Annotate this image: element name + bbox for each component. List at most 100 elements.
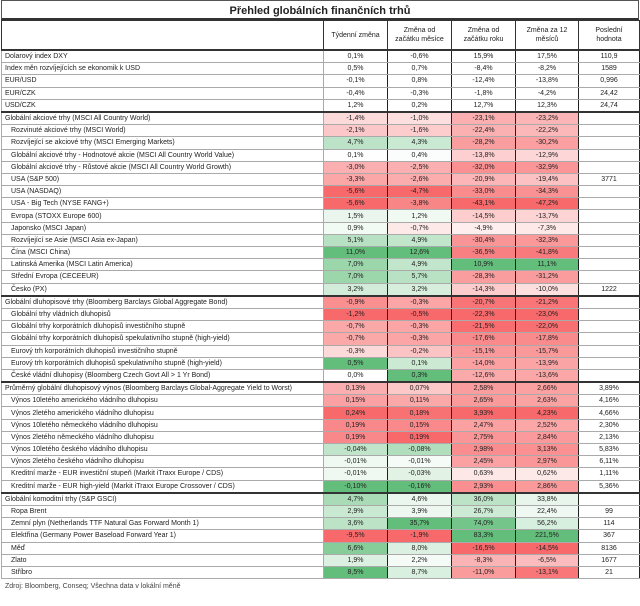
value-cell: -28,2% — [451, 136, 516, 150]
value-cell: 2,84% — [515, 430, 579, 445]
table-row: Globální trhy vládních dluhopisů -1,2% -0,… — [1, 307, 640, 322]
table-row: Ropa Brent 2,9% 3,9% 26,7% 22,4% 99 — [1, 504, 640, 519]
value-cell: -13,7% — [515, 209, 579, 223]
value-cell: -14,0% — [451, 356, 516, 370]
value-cell: 0,7% — [387, 62, 452, 76]
value-cell: -0,08% — [387, 442, 452, 457]
value-cell: -1,0% — [387, 110, 452, 126]
value-cell: -33,0% — [451, 185, 516, 199]
value-cell: -30,4% — [451, 233, 516, 248]
row-label: Globální komoditní trhy (S&P GSCI) — [1, 491, 324, 506]
value-cell: 1677 — [578, 553, 640, 567]
table-row: Průměrný globální dluhopisový výnos (Blo… — [1, 381, 640, 396]
table-row: Výnos 2letého českého vládního dluhopisu… — [1, 455, 640, 469]
value-cell: 2,58% — [451, 381, 516, 396]
value-cell: -3,0% — [323, 160, 388, 174]
value-cell: -0,3% — [323, 344, 388, 358]
value-cell: -47,2% — [515, 197, 579, 211]
value-cell: -3,3% — [323, 172, 388, 187]
row-label: Výnos 10letého amerického vládního dluho… — [1, 394, 324, 408]
value-cell: 0,62% — [515, 467, 579, 481]
value-cell: 4,6% — [387, 491, 452, 506]
value-cell — [578, 356, 640, 370]
value-cell: 12,3% — [515, 98, 579, 113]
value-cell: 74,0% — [451, 517, 516, 531]
value-cell: 0,19% — [387, 430, 452, 445]
row-label: Stříbro — [1, 565, 324, 580]
value-cell: 2,86% — [515, 479, 579, 494]
value-cell: -3,8% — [387, 197, 452, 211]
value-cell — [578, 136, 640, 150]
row-label: Index měn rozvíjejících se ekonomik k US… — [1, 62, 324, 76]
value-cell: 0,07% — [387, 381, 452, 396]
value-cell: -32,9% — [515, 160, 579, 174]
table-row: Kreditní marže - EUR high-yield (Markit … — [1, 479, 640, 494]
value-cell: 0,15% — [387, 418, 452, 432]
table-row: Střední Evropa (CECEEUR) 7,0% 5,7% -28,3% -3… — [1, 270, 640, 284]
table-row: Dolarový index DXY 0,1% -0,6% 15,9% 17,5% 110… — [1, 49, 640, 64]
value-cell: 1,5% — [323, 209, 388, 223]
value-cell — [578, 185, 640, 199]
value-cell: -13,6% — [515, 368, 579, 383]
table-row: Globální trhy korporátních dluhopisů inv… — [1, 320, 640, 334]
table-row: Japonsko (MSCI Japan) 0,9% -0,7% -4,9% -7,3% — [1, 221, 640, 235]
value-cell: -0,3% — [387, 294, 452, 309]
value-cell: -2,5% — [387, 160, 452, 174]
value-cell: 21 — [578, 565, 640, 580]
header-label — [1, 20, 324, 51]
table-row: EUR/CZK -0,4% -0,3% -1,8% -4,2% 24,42 — [1, 86, 640, 100]
value-cell: 4,7% — [323, 136, 388, 150]
row-label: EUR/CZK — [1, 86, 324, 100]
value-cell: -22,3% — [451, 307, 516, 322]
row-label: Střední Evropa (CECEEUR) — [1, 270, 324, 284]
value-cell: 26,7% — [451, 504, 516, 519]
value-cell: 2,45% — [451, 455, 516, 469]
table-row: Čína (MSCI China) 11,0% 12,6% -36,5% -41,8% — [1, 245, 640, 260]
value-cell: 0,5% — [323, 62, 388, 76]
value-cell: 2,9% — [323, 504, 388, 519]
value-cell: -0,10% — [323, 479, 388, 494]
value-cell: 8,7% — [387, 565, 452, 580]
value-cell: 3,93% — [451, 406, 516, 420]
value-cell: 12,6% — [387, 245, 452, 260]
value-cell: 11,1% — [515, 258, 579, 272]
value-cell: -41,8% — [515, 245, 579, 260]
value-cell — [578, 245, 640, 260]
row-label: Výnos 10letého německého vládního dluhop… — [1, 418, 324, 432]
value-cell: 367 — [578, 529, 640, 543]
value-cell: 11,0% — [323, 245, 388, 260]
market-table: Týdenní změna Změna od začátku měsíce Změn… — [1, 20, 640, 580]
value-cell — [578, 332, 640, 346]
page-title: Přehled globálních finančních trhů — [1, 0, 639, 20]
row-label: Kreditní marže - EUR high-yield (Markit … — [1, 479, 324, 494]
column-header: Změna od začátku roku — [451, 20, 516, 51]
row-label: Globální akciové trhy (MSCI All Country … — [1, 110, 324, 126]
value-cell: -6,5% — [515, 553, 579, 567]
value-cell: 2,66% — [515, 381, 579, 396]
value-cell: 0,8% — [387, 74, 452, 88]
row-label: Česko (PX) — [1, 282, 324, 297]
value-cell: 5,83% — [578, 442, 640, 457]
value-cell: 0,15% — [323, 394, 388, 408]
value-cell: -12,9% — [515, 148, 579, 162]
value-cell: 5,7% — [387, 270, 452, 284]
value-cell: 0,996 — [578, 74, 640, 88]
value-cell: 22,4% — [515, 504, 579, 519]
value-cell: -15,1% — [451, 344, 516, 358]
value-cell: 4,9% — [387, 258, 452, 272]
value-cell: 0,1% — [387, 356, 452, 370]
value-cell: -1,6% — [387, 124, 452, 138]
value-cell: -0,7% — [323, 332, 388, 346]
row-label: Ropa Brent — [1, 504, 324, 519]
value-cell: 4,16% — [578, 394, 640, 408]
value-cell: 2,63% — [515, 394, 579, 408]
value-cell: -22,0% — [515, 320, 579, 334]
value-cell: 7,0% — [323, 270, 388, 284]
value-cell: -2,6% — [387, 172, 452, 187]
column-header: Poslední hodnota — [578, 20, 640, 51]
value-cell: -0,01% — [323, 467, 388, 481]
row-label: Zlato — [1, 553, 324, 567]
value-cell: -13,8% — [451, 148, 516, 162]
value-cell: 4,66% — [578, 406, 640, 420]
row-label: Evropa (STOXX Europe 600) — [1, 209, 324, 223]
